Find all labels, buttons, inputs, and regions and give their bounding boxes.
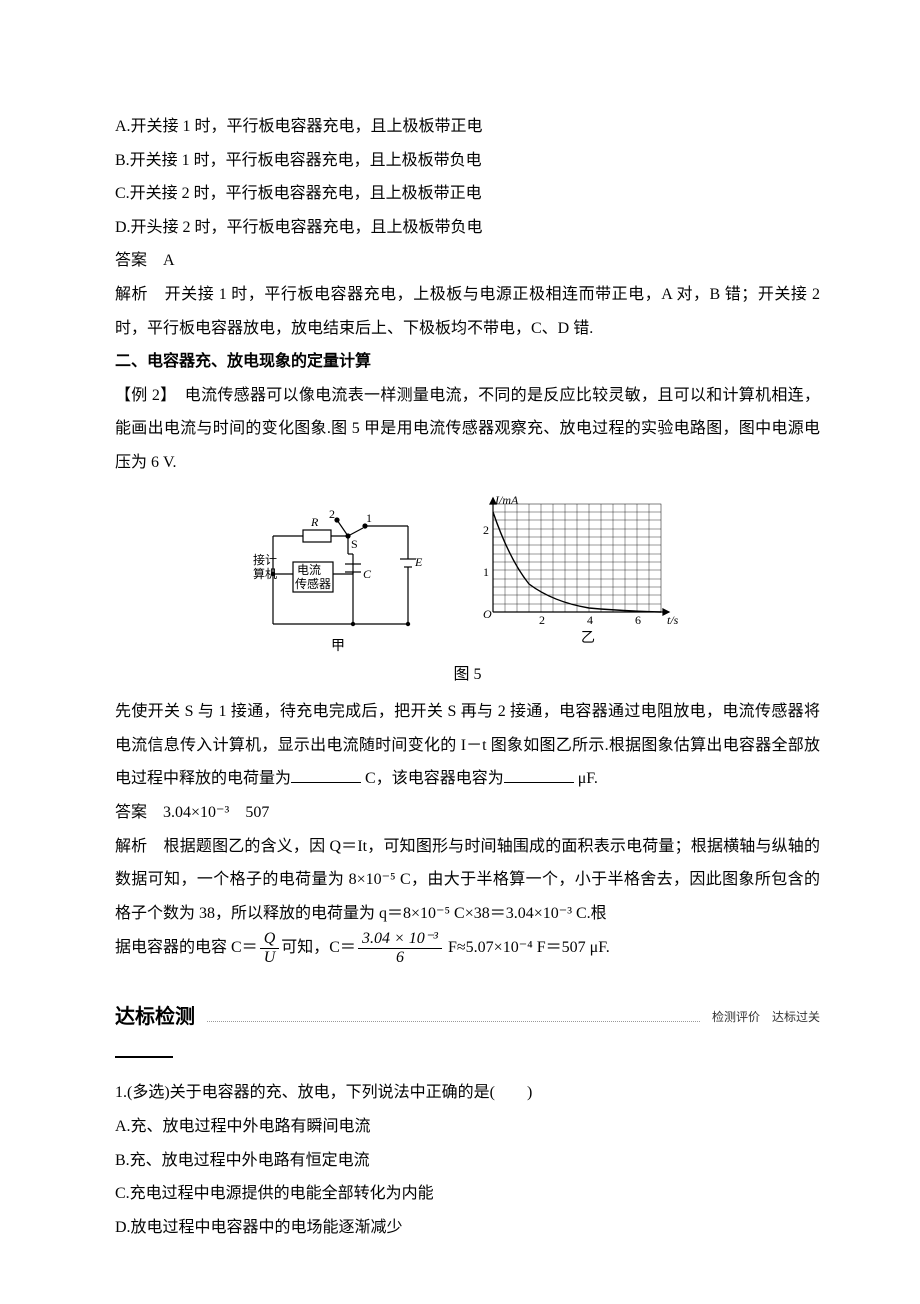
section2-title: 二、电容器充、放电现象的定量计算 — [115, 345, 820, 379]
dabiao-underline — [115, 1056, 173, 1058]
circ-1: 1 — [366, 511, 372, 525]
option-a: A.开关接 1 时，平行板电容器充电，且上极板带正电 — [115, 110, 820, 144]
answer2-v2: 507 — [245, 804, 269, 821]
graph-origin: O — [483, 607, 492, 621]
answer2-line: 答案 3.04×10⁻³ 507 — [115, 796, 820, 830]
graph-caption: 乙 — [581, 630, 595, 646]
option-d: D.开头接 2 时，平行板电容器充电，且上极板带负电 — [115, 211, 820, 245]
dabiao-sub: 检测评价 达标过关 — [712, 1005, 820, 1030]
circuit-diagram: 接计 算机 电流 传感器 R S C E 1 2 甲 — [253, 504, 423, 654]
graph-xlabel: t/s — [667, 613, 679, 627]
option-c: C.开关接 2 时，平行板电容器充电，且上极板带正电 — [115, 177, 820, 211]
circuit-caption: 甲 — [331, 639, 345, 654]
answer-label: 答案 — [115, 252, 147, 269]
dabiao-line — [207, 1021, 700, 1022]
figure5-caption: 图 5 — [115, 658, 820, 692]
a2-mid: 可知，C＝ — [281, 939, 356, 956]
frac2-num: 3.04 × 10⁻³ — [358, 930, 442, 949]
answer1-value: A — [163, 252, 175, 269]
graph-x2: 2 — [539, 613, 545, 627]
a2-pre: 据电容器的电容 C＝ — [115, 939, 258, 956]
circ-sensor1: 电流 — [297, 563, 321, 577]
q1-b: B.充、放电过程中外电路有恒定电流 — [115, 1144, 820, 1178]
graph-y2: 2 — [483, 523, 489, 537]
graph-x4: 4 — [587, 613, 593, 627]
circ-C: C — [363, 567, 372, 581]
analysis2-label: 解析 — [115, 838, 147, 855]
analysis2: 解析 根据题图乙的含义，因 Q＝It，可知图形与时间轴围成的面积表示电荷量；根据… — [115, 830, 820, 931]
circ-S: S — [351, 537, 358, 551]
q1-stem: 1.(多选)关于电容器的充、放电，下列说法中正确的是( ) — [115, 1076, 820, 1110]
dabiao-header: 达标检测 检测评价 达标过关 — [115, 996, 820, 1038]
q1-c: C.充电过程中电源提供的电能全部转化为内能 — [115, 1177, 820, 1211]
analysis1-text: 开关接 1 时，平行板电容器充电，上极板与电源正极相连而带正电，A 对，B 错；… — [115, 286, 820, 337]
figure5: 接计 算机 电流 传感器 R S C E 1 2 甲 — [115, 494, 820, 692]
circ-label-left2: 算机 — [253, 566, 277, 581]
a2-post: F≈5.07×10⁻⁴ F＝507 μF. — [444, 939, 610, 956]
answer2-v1: 3.04×10⁻³ — [163, 804, 229, 821]
circ-E: E — [414, 555, 423, 569]
example2-continue: 先使开关 S 与 1 接通，待充电完成后，把开关 S 再与 2 接通，电容器通过… — [115, 695, 820, 796]
graph-diagram: I/mA t/s O 2 1 2 4 6 乙 — [453, 494, 683, 654]
q1-d: D.放电过程中电容器中的电场能逐渐减少 — [115, 1211, 820, 1245]
analysis2-line2: 据电容器的电容 C＝QU可知，C＝3.04 × 10⁻³6 F≈5.07×10⁻… — [115, 930, 820, 966]
ex2-mid: C，该电容器电容为 — [361, 770, 504, 787]
blank2 — [504, 767, 574, 783]
circ-label-left1: 接计 — [253, 552, 277, 567]
option-b: B.开关接 1 时，平行板电容器充电，且上极板带负电 — [115, 144, 820, 178]
example2-text: 电流传感器可以像电流表一样测量电流，不同的是反应比较灵敏，且可以和计算机相连，能… — [115, 387, 820, 471]
frac2-den: 6 — [358, 949, 442, 967]
circ-R: R — [310, 515, 319, 529]
graph-x6: 6 — [635, 613, 641, 627]
example2-label: 【例 2】 — [115, 387, 168, 404]
answer2-label: 答案 — [115, 804, 147, 821]
answer1-line: 答案 A — [115, 244, 820, 278]
ex2-end: μF. — [574, 770, 598, 787]
circ-sensor2: 传感器 — [295, 576, 331, 591]
graph-y1: 1 — [483, 565, 489, 579]
q1-a: A.充、放电过程中外电路有瞬间电流 — [115, 1110, 820, 1144]
analysis2-p1: 根据题图乙的含义，因 Q＝It，可知图形与时间轴围成的面积表示电荷量；根据横轴与… — [115, 838, 820, 922]
blank1 — [291, 767, 361, 783]
circ-2: 2 — [329, 507, 335, 521]
analysis1: 解析 开关接 1 时，平行板电容器充电，上极板与电源正极相连而带正电，A 对，B… — [115, 278, 820, 345]
example2: 【例 2】 电流传感器可以像电流表一样测量电流，不同的是反应比较灵敏，且可以和计… — [115, 379, 820, 480]
graph-ylabel: I/mA — [494, 494, 519, 507]
frac1-den: U — [260, 949, 280, 967]
dabiao-title: 达标检测 — [115, 996, 195, 1038]
frac1-num: Q — [260, 930, 280, 949]
analysis-label: 解析 — [115, 286, 148, 303]
